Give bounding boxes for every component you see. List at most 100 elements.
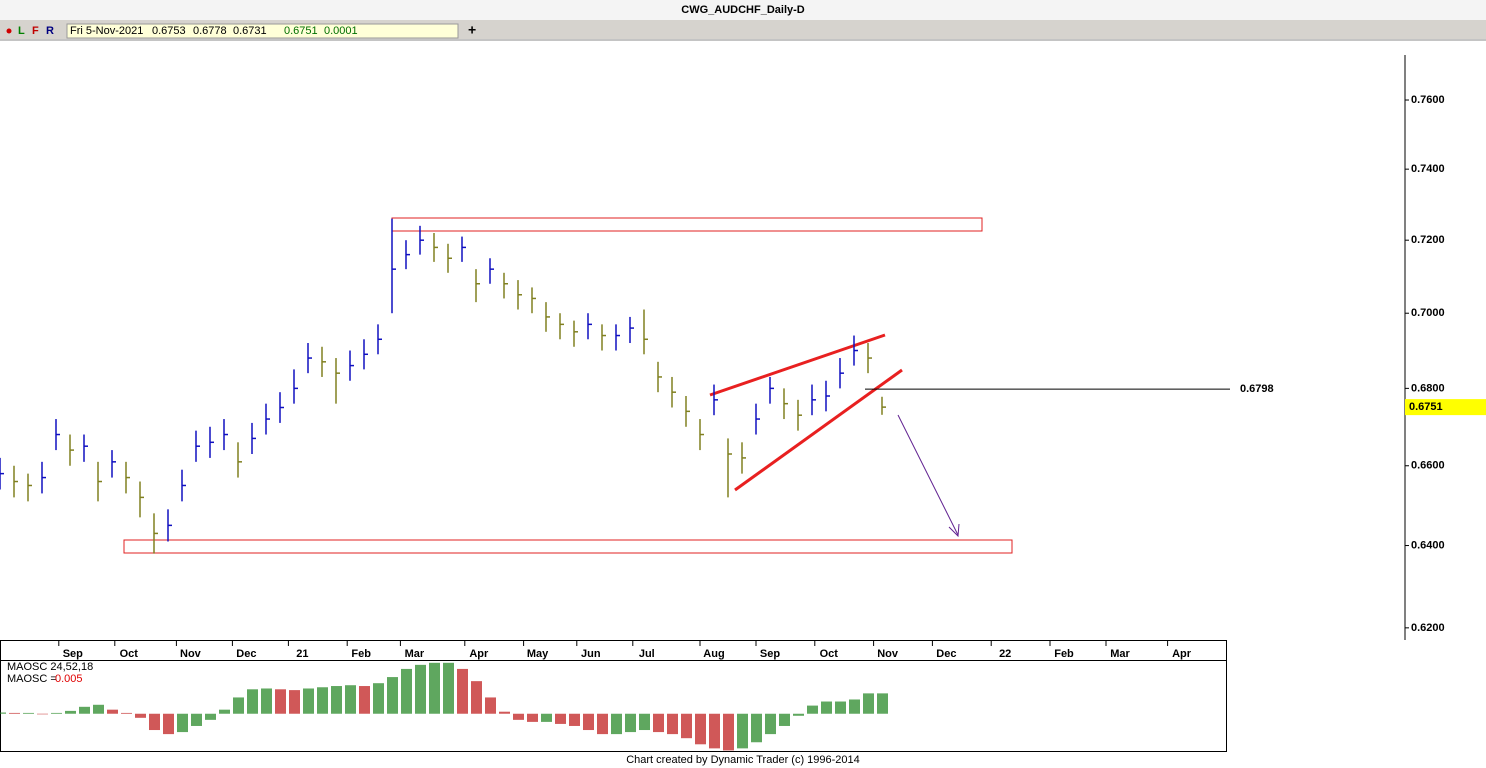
trend-line-upper bbox=[709, 333, 886, 397]
osc-bar bbox=[79, 706, 90, 714]
info-close: 0.6751 bbox=[284, 25, 318, 37]
osc-bar bbox=[415, 664, 426, 714]
button-f[interactable]: F bbox=[32, 25, 39, 37]
info-box bbox=[66, 23, 459, 39]
osc-bar bbox=[149, 713, 160, 731]
x-tick-label: Mar bbox=[405, 648, 425, 660]
osc-bar bbox=[23, 712, 34, 714]
osc-bar bbox=[849, 699, 860, 714]
indicator-label: MAOSC 24,52,18 bbox=[7, 661, 93, 673]
osc-bar bbox=[863, 693, 874, 714]
indicator-value: 0.005 bbox=[55, 673, 83, 685]
y-tick-label: 0.6400 bbox=[1411, 539, 1445, 551]
osc-bar bbox=[821, 701, 832, 714]
x-tick-label: May bbox=[527, 648, 549, 660]
x-tick-label: Apr bbox=[1172, 648, 1192, 660]
status-dot bbox=[6, 28, 12, 34]
lower-frame bbox=[0, 640, 1227, 752]
osc-bar bbox=[37, 713, 48, 715]
osc-bar bbox=[163, 713, 174, 735]
osc-bar bbox=[527, 713, 538, 722]
info-change: 0.0001 bbox=[324, 25, 358, 37]
osc-bar bbox=[737, 713, 748, 749]
osc-bar bbox=[723, 713, 734, 751]
osc-bar bbox=[9, 712, 20, 714]
osc-bar bbox=[751, 713, 762, 743]
osc-bar bbox=[513, 713, 524, 720]
osc-bar bbox=[877, 693, 888, 714]
x-tick-label: Feb bbox=[351, 648, 371, 660]
osc-bar bbox=[345, 685, 356, 714]
x-tick-label: Dec bbox=[236, 648, 256, 660]
osc-bar bbox=[303, 688, 314, 714]
osc-bar bbox=[261, 688, 272, 714]
y-tick-label: 0.7600 bbox=[1411, 94, 1445, 106]
x-tick-label: Nov bbox=[877, 648, 899, 660]
button-r[interactable]: R bbox=[46, 25, 54, 37]
x-tick-label: Oct bbox=[820, 648, 839, 660]
y-tick-label: 0.7000 bbox=[1411, 307, 1445, 319]
x-tick-label: 22 bbox=[999, 648, 1011, 660]
osc-bar bbox=[51, 712, 62, 714]
osc-bar bbox=[457, 668, 468, 714]
osc-bar bbox=[401, 668, 412, 714]
osc-bar bbox=[205, 713, 216, 720]
last-price-label: 0.6751 bbox=[1409, 401, 1443, 413]
osc-bar bbox=[695, 713, 706, 745]
osc-bar bbox=[233, 697, 244, 714]
osc-bar bbox=[373, 683, 384, 714]
osc-bar bbox=[765, 713, 776, 735]
arrow-head bbox=[948, 523, 960, 538]
x-tick-label: Jul bbox=[639, 648, 655, 660]
x-tick-label: Mar bbox=[1110, 648, 1130, 660]
osc-bar bbox=[639, 713, 650, 731]
osc-bar bbox=[485, 697, 496, 714]
osc-bar bbox=[65, 710, 76, 714]
y-tick-label: 0.7200 bbox=[1411, 234, 1445, 246]
osc-bar bbox=[107, 709, 118, 714]
osc-bar bbox=[653, 713, 664, 733]
level-label: 0.6798 bbox=[1240, 383, 1274, 395]
osc-bar bbox=[177, 713, 188, 733]
osc-bar bbox=[709, 713, 720, 749]
osc-bar bbox=[541, 713, 552, 722]
button-l[interactable]: L bbox=[18, 25, 25, 37]
osc-bar bbox=[121, 712, 132, 714]
x-tick-label: Apr bbox=[469, 648, 489, 660]
x-tick-label: Oct bbox=[120, 648, 139, 660]
chart-title: CWG_AUDCHF_Daily-D bbox=[681, 4, 805, 16]
last-price-box bbox=[1405, 399, 1486, 416]
footer: Chart created by Dynamic Trader (c) 1996… bbox=[626, 754, 860, 766]
osc-bar bbox=[807, 705, 818, 714]
osc-bar bbox=[331, 686, 342, 714]
title-bar bbox=[0, 0, 1486, 20]
osc-bar bbox=[471, 681, 482, 714]
osc-bar bbox=[443, 662, 454, 714]
x-tick-label: 21 bbox=[296, 648, 308, 660]
osc-bar bbox=[93, 704, 104, 714]
osc-bar bbox=[611, 713, 622, 735]
osc-bar bbox=[359, 686, 370, 714]
add-button[interactable]: + bbox=[468, 22, 476, 38]
x-tick-label: Aug bbox=[703, 648, 724, 660]
osc-bar bbox=[191, 713, 202, 726]
x-tick-label: Nov bbox=[180, 648, 202, 660]
osc-bar bbox=[793, 713, 804, 716]
osc-bar bbox=[625, 713, 636, 733]
osc-bar bbox=[135, 713, 146, 718]
x-tick-label: Sep bbox=[760, 648, 780, 660]
indicator-value-label: MAOSC = bbox=[7, 673, 57, 685]
osc-bar bbox=[681, 713, 692, 739]
y-tick-label: 0.6600 bbox=[1411, 460, 1445, 472]
osc-bar bbox=[219, 709, 230, 714]
osc-bar bbox=[317, 687, 328, 714]
info-open: 0.6753 bbox=[152, 25, 186, 37]
osc-bar bbox=[583, 713, 594, 731]
osc-bar bbox=[555, 713, 566, 724]
x-tick-label: Dec bbox=[936, 648, 956, 660]
info-date: Fri 5-Nov-2021 bbox=[70, 25, 143, 37]
osc-bar bbox=[499, 711, 510, 714]
osc-bar bbox=[387, 677, 398, 714]
osc-bar bbox=[289, 690, 300, 714]
